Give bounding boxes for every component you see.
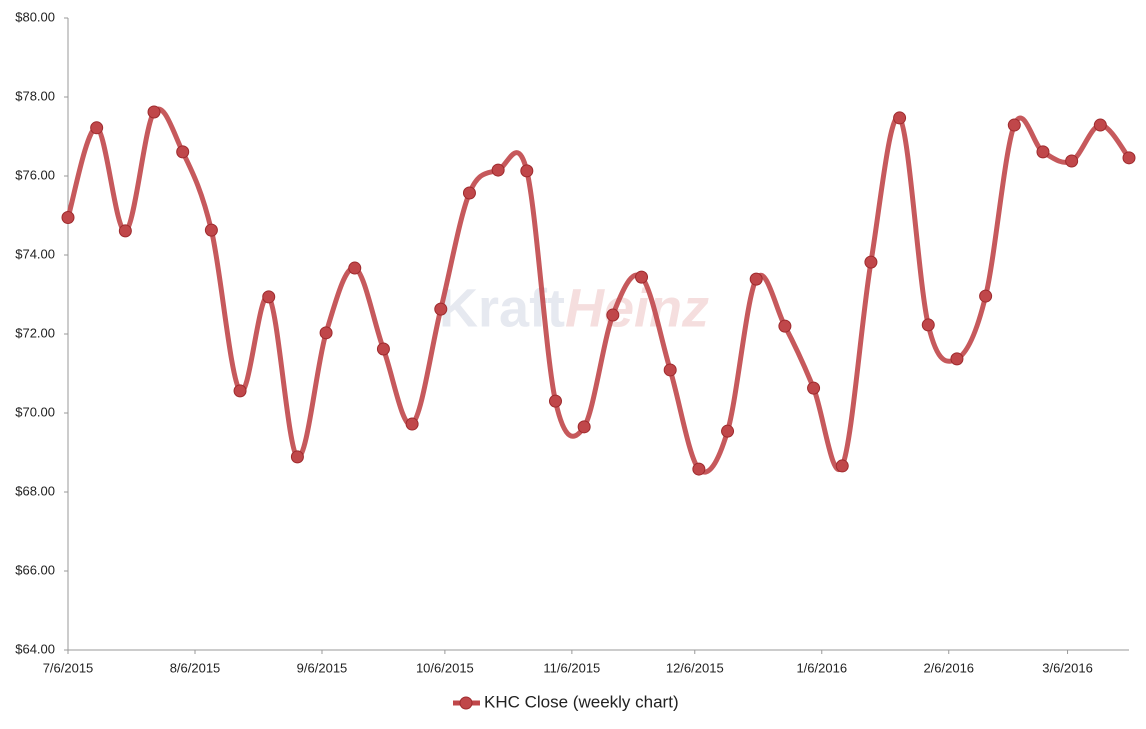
marker bbox=[721, 424, 735, 438]
marker bbox=[663, 363, 677, 377]
marker bbox=[893, 111, 907, 125]
marker bbox=[462, 186, 476, 200]
x-tick-label: 7/6/2015 bbox=[43, 660, 94, 675]
marker bbox=[692, 462, 706, 476]
marker bbox=[348, 261, 362, 275]
y-tick-label: $80.00 bbox=[15, 9, 55, 24]
marker bbox=[147, 105, 161, 119]
x-tick-label: 2/6/2016 bbox=[923, 660, 974, 675]
marker bbox=[262, 290, 276, 304]
marker bbox=[520, 164, 534, 178]
y-tick-label: $78.00 bbox=[15, 88, 55, 103]
marker bbox=[979, 289, 993, 303]
marker bbox=[118, 224, 132, 238]
marker bbox=[950, 352, 964, 366]
marker bbox=[204, 223, 218, 237]
x-tick-label: 9/6/2015 bbox=[297, 660, 348, 675]
x-tick-label: 11/6/2015 bbox=[543, 660, 600, 675]
marker bbox=[921, 318, 935, 332]
y-tick-label: $72.00 bbox=[15, 325, 55, 340]
x-tick-label: 12/6/2015 bbox=[666, 660, 724, 675]
marker bbox=[835, 459, 849, 473]
marker bbox=[233, 384, 247, 398]
y-tick-label: $76.00 bbox=[15, 167, 55, 182]
marker bbox=[61, 210, 75, 224]
marker bbox=[606, 308, 620, 322]
marker bbox=[290, 450, 304, 464]
x-tick-label: 3/6/2016 bbox=[1042, 660, 1093, 675]
y-tick-label: $66.00 bbox=[15, 562, 55, 577]
marker bbox=[405, 417, 419, 431]
marker bbox=[1065, 154, 1079, 168]
x-tick-label: 8/6/2015 bbox=[170, 660, 221, 675]
marker bbox=[1122, 151, 1136, 165]
y-tick-label: $68.00 bbox=[15, 483, 55, 498]
marker bbox=[749, 272, 763, 286]
legend-label: KHC Close (weekly chart) bbox=[484, 692, 679, 711]
marker bbox=[1036, 145, 1050, 159]
watermark: Heinz bbox=[565, 278, 709, 338]
marker bbox=[1007, 118, 1021, 132]
marker bbox=[1093, 118, 1107, 132]
marker bbox=[635, 270, 649, 284]
marker bbox=[319, 326, 333, 340]
marker bbox=[491, 163, 505, 177]
marker bbox=[778, 319, 792, 333]
x-tick-label: 1/6/2016 bbox=[796, 660, 847, 675]
marker bbox=[176, 145, 190, 159]
y-tick-label: $74.00 bbox=[15, 246, 55, 261]
x-tick-label: 10/6/2015 bbox=[416, 660, 474, 675]
y-tick-label: $64.00 bbox=[15, 641, 55, 656]
marker bbox=[807, 381, 821, 395]
legend-marker bbox=[459, 696, 473, 710]
marker bbox=[376, 342, 390, 356]
marker bbox=[548, 394, 562, 408]
marker bbox=[864, 255, 878, 269]
marker bbox=[577, 420, 591, 434]
y-tick-label: $70.00 bbox=[15, 404, 55, 419]
marker bbox=[90, 121, 104, 135]
marker bbox=[434, 302, 448, 316]
